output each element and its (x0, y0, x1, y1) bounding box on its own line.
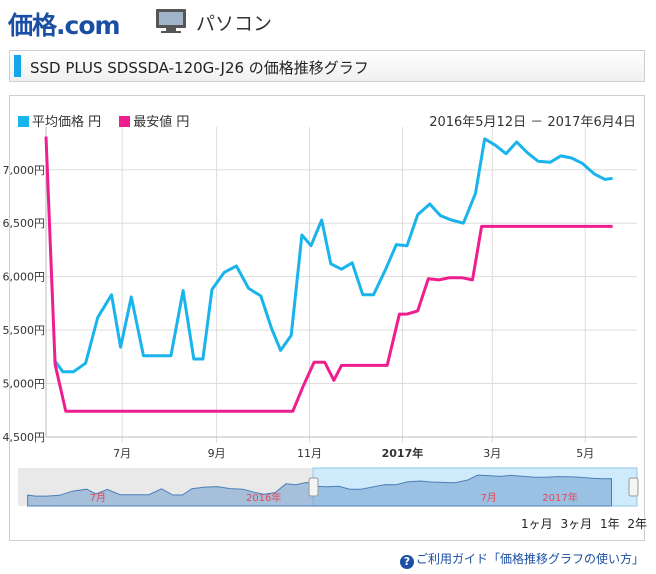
x-tick-label: 7月 (113, 447, 131, 460)
x-tick-label: 9月 (208, 447, 226, 460)
navigator-handle-right (628, 477, 639, 497)
plot-area (46, 127, 637, 437)
x-tick-label: 11月 (297, 447, 322, 460)
legend-item-avg[interactable]: 平均価格 円 (18, 115, 101, 130)
page-title-box: SSD PLUS SDSSDA-120G-J26 の価格推移グラフ (9, 50, 645, 82)
chart-legend: 平均価格 円 最安値 円 (18, 111, 203, 130)
y-tick-label: 4,500円 (3, 431, 46, 444)
legend-swatch-min (119, 116, 131, 127)
page-title: SSD PLUS SDSSDA-120G-J26 の価格推移グラフ (30, 59, 369, 77)
range-button-3m[interactable]: 3ヶ月 (560, 517, 593, 531)
date-range: 2016年5月12日 － 2017年6月4日 (429, 115, 636, 130)
kakaku-logo[interactable]: 価格.com (8, 11, 121, 40)
series-line-lowest-price (44, 136, 613, 413)
y-tick-label: 6,000円 (3, 271, 46, 284)
legend-item-min[interactable]: 最安値 円 (119, 115, 189, 130)
navigator-label-year-2: 2017年 (542, 491, 577, 504)
monitor-icon (156, 9, 186, 33)
y-tick-label: 5,500円 (3, 324, 46, 337)
category-label[interactable]: パソコン (196, 13, 273, 35)
navigator-label-month-2: 7月 (480, 492, 496, 504)
range-button-1y[interactable]: 1年 (599, 517, 620, 531)
navigator-label-month: 7月 (90, 492, 106, 504)
navigator-series (27, 474, 612, 507)
range-selector: 1ヶ月 3ヶ月 1年 2年 (521, 515, 651, 532)
range-button-1m[interactable]: 1ヶ月 (521, 517, 553, 531)
site-header: 価格.com パソコン (0, 0, 656, 44)
y-tick-label: 7,000円 (3, 164, 46, 177)
guide-link[interactable]: ? ご利用ガイド「価格推移グラフの使い方」 (399, 550, 644, 569)
title-marker (14, 55, 21, 77)
y-tick-label: 6,500円 (3, 217, 46, 230)
legend-swatch-avg (18, 116, 29, 127)
range-button-2y[interactable]: 2年 (627, 517, 648, 531)
help-icon: ? (399, 555, 414, 569)
x-tick-label: 5月 (576, 447, 594, 460)
navigator-label-year: 2016年 (246, 491, 281, 504)
y-tick-label: 5,000円 (3, 378, 46, 391)
navigator-handle-left (308, 477, 319, 497)
series-line-average-price (53, 137, 613, 374)
x-tick-label: 2017年 (382, 446, 424, 460)
x-tick-label: 3月 (483, 447, 501, 460)
